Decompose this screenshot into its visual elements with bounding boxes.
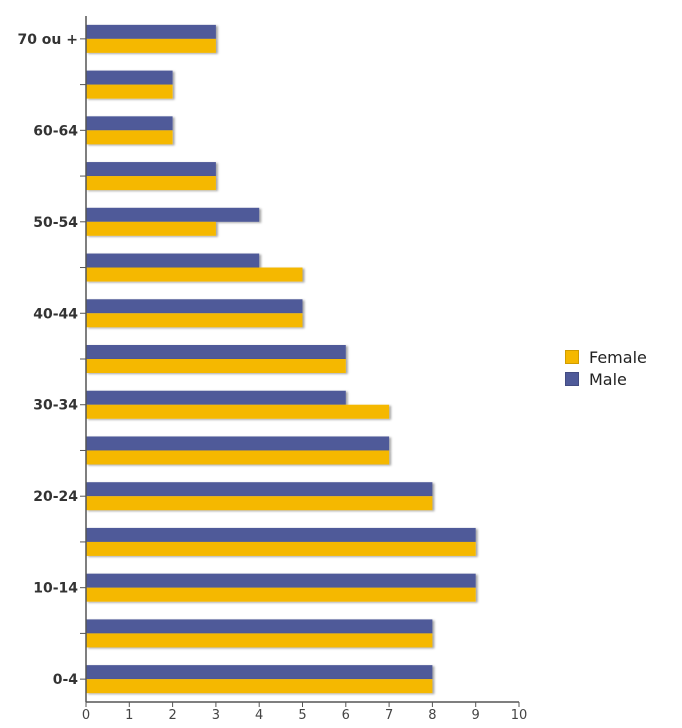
x-tick-label: 6 xyxy=(342,708,350,723)
legend-item-male: Male xyxy=(565,368,647,390)
x-tick-label: 4 xyxy=(255,708,263,723)
legend-label-female: Female xyxy=(589,347,647,367)
legend: Female Male xyxy=(565,346,647,390)
x-tick-label: 0 xyxy=(82,708,90,723)
bar-female-20-24 xyxy=(86,496,433,511)
bar-male-40-44 xyxy=(86,299,303,314)
y-tick-label: 0-4 xyxy=(53,672,79,688)
x-tick-label: 9 xyxy=(472,708,480,723)
x-tick-label: 7 xyxy=(385,708,393,723)
bar-female-35-39 xyxy=(86,359,346,373)
bar-male-60-64 xyxy=(86,116,173,131)
bar-male-10-14 xyxy=(86,573,476,588)
bar-male-0-4 xyxy=(86,665,433,680)
bar-male-45-49 xyxy=(86,253,260,268)
y-tick-label: 70 ou + xyxy=(17,32,78,48)
bar-female-70 ou + xyxy=(86,38,216,53)
bar-male-30-34 xyxy=(86,390,346,405)
bar-female-5-9 xyxy=(86,633,433,648)
bar-female-0-4 xyxy=(86,679,433,694)
x-tick-label: 10 xyxy=(511,708,528,723)
x-tick-label: 1 xyxy=(125,708,133,723)
bar-male-15-19 xyxy=(86,527,476,542)
bar-female-50-54 xyxy=(86,221,216,236)
bar-female-65-69 xyxy=(86,84,173,99)
bar-male-70 ou + xyxy=(86,24,216,39)
legend-label-male: Male xyxy=(589,369,627,389)
bar-male-25-29 xyxy=(86,436,390,451)
bar-male-20-24 xyxy=(86,482,433,497)
y-tick-label: 30-34 xyxy=(33,398,78,414)
legend-item-female: Female xyxy=(565,346,647,368)
bar-female-15-19 xyxy=(86,541,476,556)
x-tick-label: 3 xyxy=(212,708,220,723)
y-tick-label: 60-64 xyxy=(33,123,78,139)
x-tick-label: 2 xyxy=(168,708,176,723)
legend-swatch-male xyxy=(565,372,579,386)
x-tick-label: 8 xyxy=(428,708,436,723)
bar-male-50-54 xyxy=(86,207,260,222)
y-tick-label: 20-24 xyxy=(33,489,78,505)
y-tick-label: 10-14 xyxy=(33,581,78,597)
bar-female-25-29 xyxy=(86,450,390,465)
bar-female-40-44 xyxy=(86,313,303,328)
bar-female-55-59 xyxy=(86,176,216,191)
legend-swatch-female xyxy=(565,350,579,364)
bar-male-35-39 xyxy=(86,345,346,359)
bar-female-10-14 xyxy=(86,587,476,602)
x-tick-label: 5 xyxy=(298,708,306,723)
bar-male-55-59 xyxy=(86,162,216,177)
bar-female-60-64 xyxy=(86,130,173,145)
bar-female-45-49 xyxy=(86,267,303,282)
y-tick-label: 40-44 xyxy=(33,306,78,322)
y-tick-label: 50-54 xyxy=(33,215,78,231)
bar-male-5-9 xyxy=(86,619,433,634)
bar-female-30-34 xyxy=(86,404,390,419)
bar-male-65-69 xyxy=(86,70,173,85)
